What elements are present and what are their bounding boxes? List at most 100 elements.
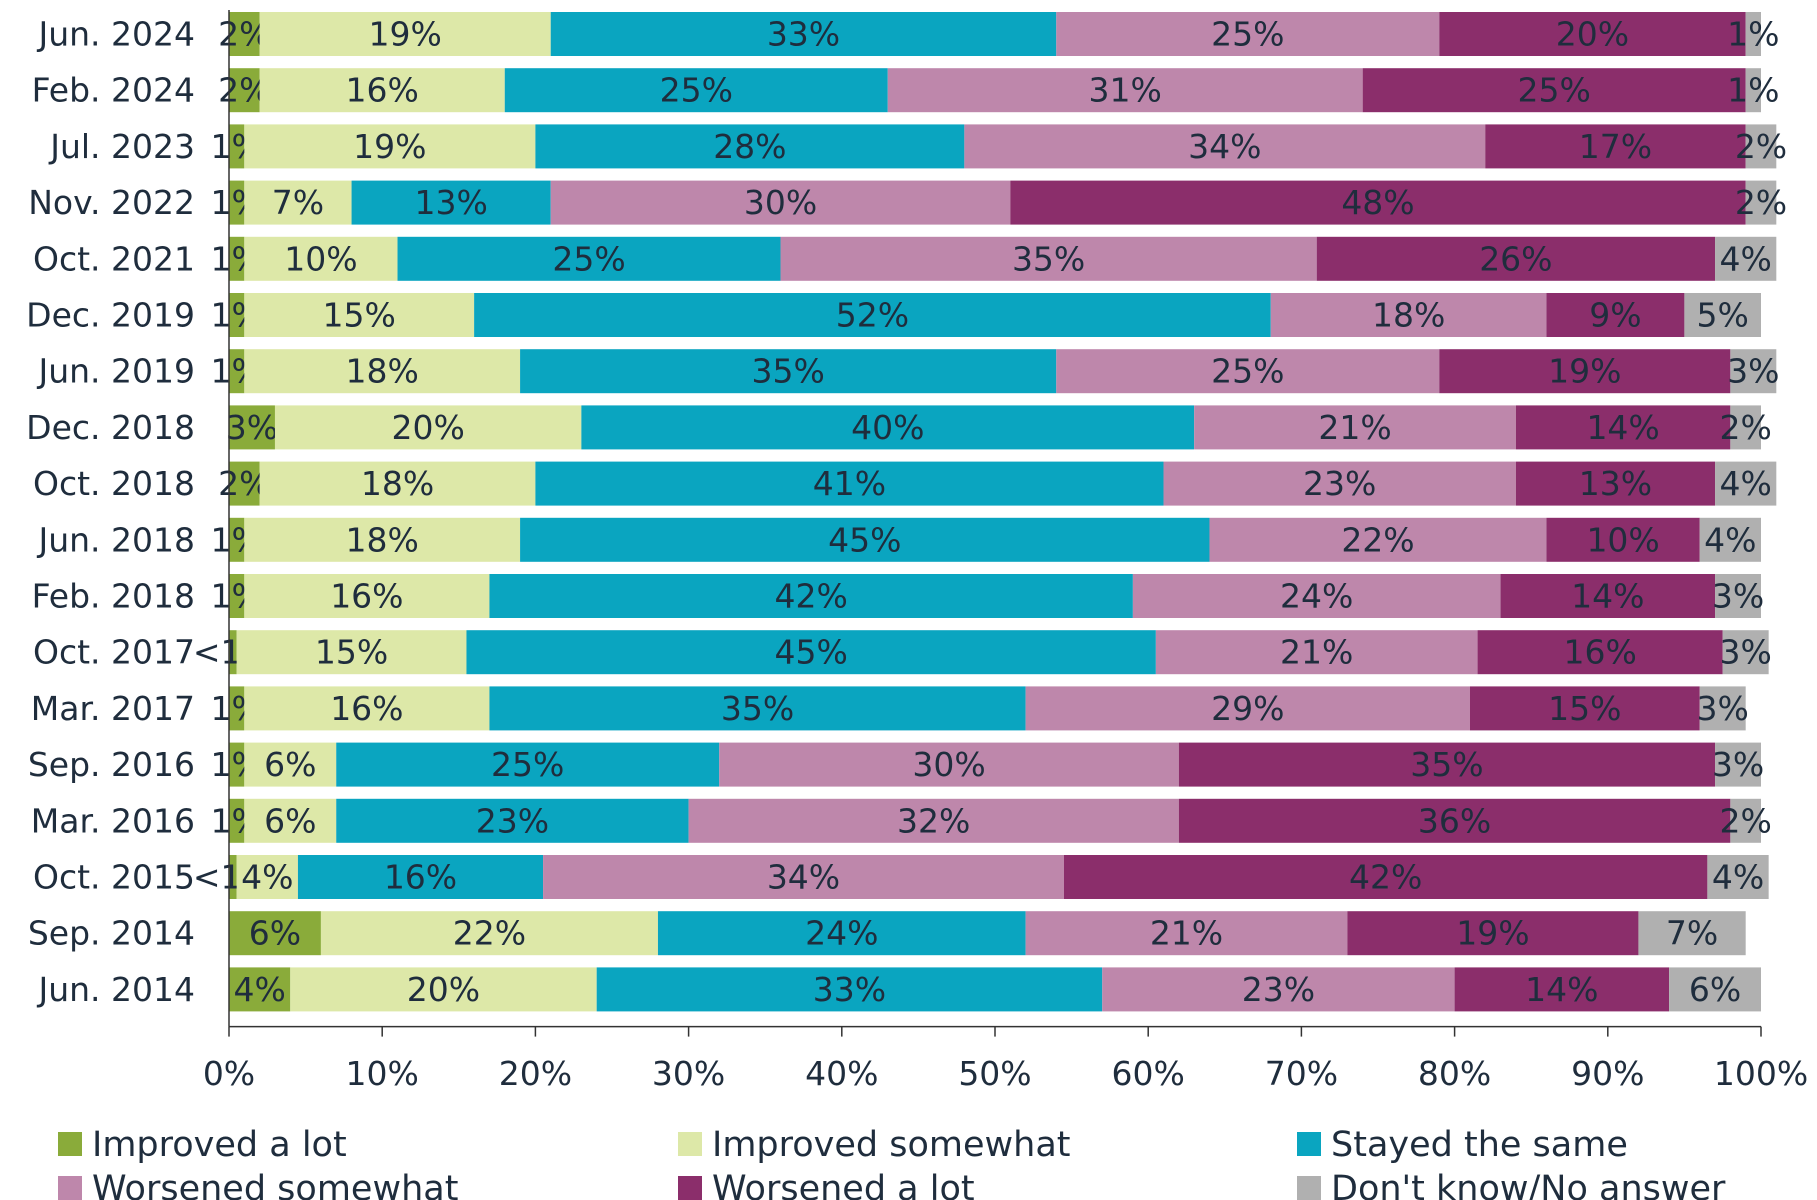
bar-segment	[229, 180, 245, 225]
y-tick-label: Mar. 2016	[31, 801, 195, 840]
bar-segment	[535, 124, 965, 169]
data-label: 19%	[1548, 352, 1621, 391]
bar-segment	[1132, 574, 1501, 618]
x-tick-label: 50%	[958, 1054, 1031, 1093]
legend-label: Improved somewhat	[712, 1125, 1071, 1165]
legend-label: Stayed the same	[1331, 1125, 1628, 1165]
bar-segment	[1715, 461, 1777, 506]
bar-segment	[1347, 911, 1639, 956]
data-label: 2%	[1735, 127, 1787, 166]
data-label: 19%	[369, 15, 442, 54]
bar-segment	[1178, 742, 1716, 787]
data-label: 24%	[1280, 577, 1353, 616]
data-label: 3%	[1727, 352, 1779, 391]
data-label: 36%	[1418, 801, 1491, 840]
bar-segment	[244, 517, 521, 562]
y-tick-label: Oct. 2017	[33, 633, 195, 672]
data-label: 2%	[1720, 408, 1772, 447]
bar-segment	[581, 405, 1195, 450]
bar-segment	[229, 630, 237, 675]
bar-segment	[290, 967, 597, 1012]
data-label: 25%	[1211, 352, 1284, 391]
bar-segment	[1316, 236, 1716, 281]
data-label: 6%	[249, 914, 301, 953]
bar-segment	[1477, 630, 1723, 675]
bar-segment	[474, 293, 1271, 337]
bar-segment	[1025, 686, 1470, 731]
data-label: 45%	[828, 520, 901, 559]
data-label: 35%	[752, 352, 825, 391]
data-label: 3%	[1712, 577, 1764, 616]
data-label: 16%	[384, 858, 457, 897]
data-label: 42%	[774, 577, 847, 616]
data-label: 19%	[1456, 914, 1529, 953]
bar-segment	[1707, 855, 1769, 899]
bar-segment	[259, 461, 536, 506]
bar-segment	[1715, 236, 1777, 281]
bar-segment	[1056, 12, 1440, 56]
data-label: 2%	[1720, 801, 1772, 840]
bar-segment	[1469, 686, 1700, 731]
bar-segment	[550, 180, 1011, 225]
x-tick-label: 20%	[499, 1054, 572, 1093]
bar-segment	[1209, 517, 1547, 562]
data-label: 26%	[1479, 239, 1552, 278]
data-label: 35%	[721, 689, 794, 728]
data-label: 22%	[453, 914, 526, 953]
bar-segment	[1270, 293, 1547, 337]
bar-segment	[229, 236, 245, 281]
data-label: 15%	[1548, 689, 1621, 728]
data-label: 28%	[713, 127, 786, 166]
x-tick-label: 60%	[1112, 1054, 1185, 1093]
data-label: 21%	[1318, 408, 1391, 447]
bar-segment	[1699, 686, 1746, 731]
bar-segment	[244, 349, 521, 394]
bar-segment	[259, 68, 505, 113]
bar-segment	[1546, 517, 1700, 562]
bar-segment	[229, 911, 321, 956]
data-label: 4%	[233, 970, 285, 1009]
data-label: 4%	[1720, 464, 1772, 503]
x-tick-label: 80%	[1418, 1054, 1491, 1093]
data-label: 20%	[407, 970, 480, 1009]
data-label: 35%	[1410, 745, 1483, 784]
data-label: 10%	[1586, 520, 1659, 559]
data-label: 24%	[805, 914, 878, 953]
bar-segment	[244, 293, 475, 337]
bar-segment	[397, 236, 781, 281]
data-label: 4%	[1704, 520, 1756, 559]
data-label: 52%	[836, 296, 909, 335]
bar-segment	[520, 349, 1057, 394]
bar-segment	[229, 798, 245, 843]
bar-segment	[336, 742, 720, 787]
data-label: 41%	[813, 464, 886, 503]
data-label: 17%	[1579, 127, 1652, 166]
data-label: 2%	[1735, 183, 1787, 222]
y-tick-label: Jul. 2023	[48, 127, 195, 166]
y-tick-label: Oct. 2015	[33, 858, 195, 897]
bar-segment	[1638, 911, 1746, 956]
data-label: 14%	[1571, 577, 1644, 616]
y-tick-label: Feb. 2024	[32, 71, 195, 110]
y-tick-label: Jun. 2018	[36, 520, 195, 559]
data-label: 4%	[241, 858, 293, 897]
data-label: 23%	[1303, 464, 1376, 503]
bar-segment	[1362, 68, 1746, 113]
bar-segment	[550, 12, 1057, 56]
data-label: 16%	[1563, 633, 1636, 672]
bar-segment	[1730, 405, 1761, 450]
data-label: 32%	[897, 801, 970, 840]
bar-segment	[351, 180, 551, 225]
data-label: 6%	[264, 801, 316, 840]
data-label: 1%	[1727, 71, 1779, 110]
bar-segment	[1699, 517, 1761, 562]
data-label: 21%	[1280, 633, 1353, 672]
bar-segment	[236, 855, 298, 899]
bar-segment	[229, 742, 245, 787]
data-label: 14%	[1525, 970, 1598, 1009]
bar-segment	[229, 967, 291, 1012]
bar-segment	[229, 461, 260, 506]
data-label: 18%	[346, 352, 419, 391]
bar-segment	[1722, 630, 1769, 675]
bar-segment	[1669, 967, 1761, 1012]
